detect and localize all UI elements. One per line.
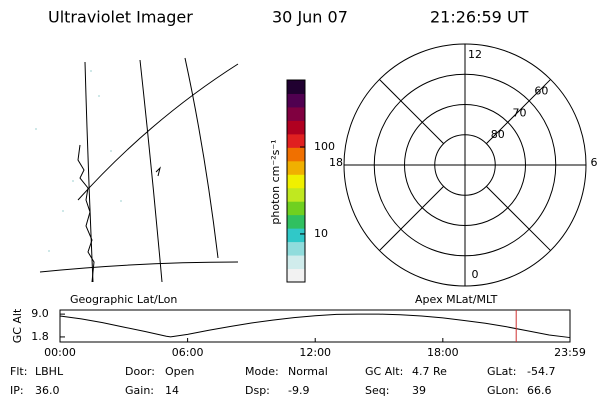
meridian xyxy=(84,61,94,283)
instrument: Ultraviolet Imager xyxy=(48,8,193,27)
speckles xyxy=(35,70,122,252)
mlt-label: 18 xyxy=(329,156,343,169)
altitude-plot: 9.0 1.8 00:00 06:00 12:00 18:00 23:59 xyxy=(31,307,586,359)
parallel xyxy=(77,63,239,201)
coastline xyxy=(155,166,161,177)
parallel xyxy=(39,261,239,273)
field-label: IP: xyxy=(10,384,24,397)
status-footer: Flt: LBHL Door: Open Mode: Normal GC Alt: 4.7 R… xyxy=(10,365,555,397)
geographic-map xyxy=(35,57,239,283)
altitude-frame xyxy=(59,309,571,343)
colorbar: 10 100 xyxy=(286,79,335,283)
spoke xyxy=(486,79,551,144)
field-value: -54.7 xyxy=(527,365,555,378)
colorbar-band xyxy=(287,93,305,108)
mlt-label: 0 xyxy=(472,268,479,281)
field-value: Open xyxy=(165,365,194,378)
spoke xyxy=(379,186,444,251)
field-label: GLat: xyxy=(487,365,516,378)
map-title: Geographic Lat/Lon xyxy=(70,293,177,306)
date: 30 Jun 07 xyxy=(272,8,348,27)
colorbar-band xyxy=(287,106,305,121)
mlt-label: 12 xyxy=(468,48,482,61)
field-value: 14 xyxy=(165,384,179,397)
polar-title: Apex MLat/MLT xyxy=(415,293,498,306)
meridian xyxy=(184,57,219,259)
spoke xyxy=(486,186,551,251)
colorbar-band xyxy=(287,174,305,189)
colorbar-band xyxy=(287,268,305,283)
x-tick-label: 18:00 xyxy=(427,346,459,359)
field-label: GC Alt: xyxy=(365,365,403,378)
colorbar-band xyxy=(287,80,305,94)
colorbar-band xyxy=(287,228,305,243)
y-tick-label: 9.0 xyxy=(31,307,49,320)
y-tick-label: 1.8 xyxy=(31,330,49,343)
colorbar-band xyxy=(287,147,305,162)
field-value: 4.7 Re xyxy=(412,365,447,378)
x-tick-label: 12:00 xyxy=(299,346,331,359)
colorbar-band xyxy=(287,255,305,270)
field-label: Seq: xyxy=(365,384,389,397)
field-label: Gain: xyxy=(125,384,154,397)
x-tick-label: 00:00 xyxy=(44,346,76,359)
lat-label: 80 xyxy=(491,128,505,141)
colorbar-band xyxy=(287,160,305,175)
field-value: -9.9 xyxy=(288,384,309,397)
colorbar-tick-label: 10 xyxy=(314,227,328,240)
field-value: LBHL xyxy=(35,365,64,378)
x-tick-label: 23:59 xyxy=(554,346,586,359)
colorbar-tick-label: 100 xyxy=(314,140,335,153)
colorbar-band xyxy=(287,214,305,229)
field-label: Dsp: xyxy=(245,384,270,397)
field-label: Mode: xyxy=(245,365,279,378)
field-label: GLon: xyxy=(487,384,519,397)
colorbar-band xyxy=(287,241,305,256)
field-value: 39 xyxy=(412,384,426,397)
colorbar-band xyxy=(287,120,305,135)
colorbar-label: photon cm⁻²s⁻¹ xyxy=(269,139,282,224)
x-tick-label: 06:00 xyxy=(172,346,204,359)
meridian xyxy=(139,59,163,283)
colorbar-frame xyxy=(286,79,306,283)
colorbar-band xyxy=(287,133,305,148)
mlt-label: 6 xyxy=(591,156,598,169)
field-label: Flt: xyxy=(10,365,27,378)
y-axis-label: GC Alt xyxy=(11,308,24,343)
time: 21:26:59 UT xyxy=(430,8,529,27)
lat-label: 70 xyxy=(513,106,527,119)
colorbar-band xyxy=(287,201,305,216)
altitude-line xyxy=(59,313,571,339)
field-value: 36.0 xyxy=(35,384,60,397)
field-label: Door: xyxy=(125,365,155,378)
field-value: 66.6 xyxy=(527,384,552,397)
field-value: Normal xyxy=(288,365,328,378)
coastline xyxy=(77,144,95,283)
lat-label: 60 xyxy=(534,85,548,98)
colorbar-band xyxy=(287,187,305,202)
spoke xyxy=(379,79,444,144)
